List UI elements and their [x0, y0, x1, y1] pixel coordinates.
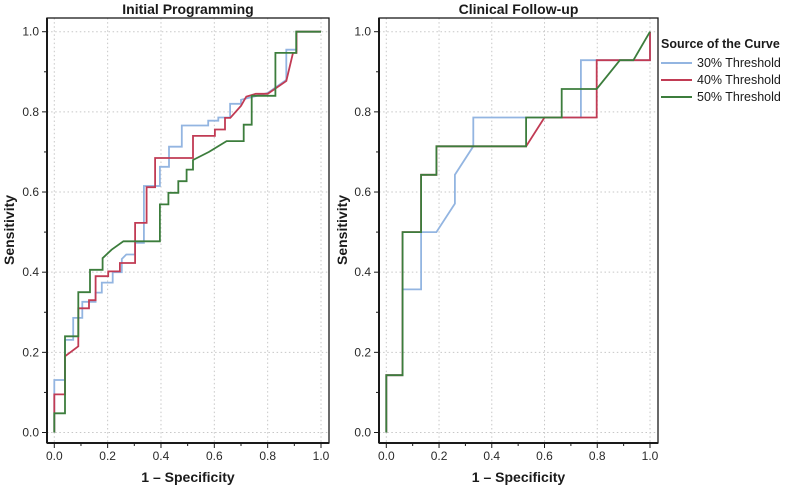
axis-ticks — [42, 31, 322, 448]
x-axis-label-left-plot: 1 – Specificity — [141, 469, 235, 485]
roc-plot-0: 0.0 0.0 0.2 0.2 0.4 0.4 0.6 0.6 0.8 0.8 1.0 1.0 — [22, 17, 330, 463]
x-tick-label: 0.8 — [589, 449, 606, 463]
x-tick-label: 0.8 — [259, 449, 276, 463]
plot-title-clinical-follow-up: Clinical Follow-up — [458, 1, 579, 17]
x-tick-label: 0.2 — [99, 449, 116, 463]
y-tick-label: 0.8 — [354, 105, 371, 119]
legend-item-40-threshold: 40% Threshold — [661, 73, 786, 87]
legend-item-label: 50% Threshold — [697, 90, 781, 104]
x-tick-label: 1.0 — [313, 449, 330, 463]
roc-curve-30-threshold — [53, 30, 321, 433]
x-tick-label: 0.2 — [431, 449, 448, 463]
axis-ticks — [374, 31, 651, 448]
x-tick-label: 0.0 — [46, 449, 63, 463]
legend-item-50-threshold: 50% Threshold — [661, 90, 786, 104]
y-tick-label: 0.6 — [22, 185, 39, 199]
y-axis-label-right-plot: Sensitivity — [334, 194, 350, 266]
y-tick-label: 0.4 — [354, 265, 371, 279]
gridlines — [47, 18, 329, 443]
x-tick-label: 0.4 — [153, 449, 170, 463]
y-tick-label: 0.0 — [354, 426, 371, 440]
legend-item-30-threshold: 30% Threshold — [661, 56, 786, 70]
legend-line-swatch-green — [661, 96, 692, 98]
y-axis-label-left-plot: Sensitivity — [1, 194, 17, 266]
legend-item-label: 30% Threshold — [697, 56, 781, 70]
legend-item-label: 40% Threshold — [697, 73, 781, 87]
y-tick-label: 0.2 — [354, 345, 371, 359]
y-tick-label: 1.0 — [354, 25, 371, 39]
y-tick-label: 0.0 — [22, 426, 39, 440]
tick-labels: 0.0 0.0 0.2 0.2 0.4 0.4 0.6 0.6 0.8 0.8 1.0 1.0 — [22, 25, 329, 463]
x-tick-label: 0.0 — [378, 449, 395, 463]
y-tick-label: 0.4 — [22, 265, 39, 279]
plot-title-initial-programming: Initial Programming — [122, 1, 254, 17]
roc-curve-30-threshold — [385, 31, 651, 433]
x-tick-label: 0.6 — [206, 449, 223, 463]
x-axis-label-right-plot: 1 – Specificity — [471, 469, 566, 485]
y-tick-label: 0.6 — [354, 185, 371, 199]
x-tick-label: 0.4 — [483, 449, 500, 463]
tick-labels: 0.0 0.0 0.2 0.2 0.4 0.4 0.6 0.6 0.8 0.8 1.0 1.0 — [354, 25, 658, 463]
y-tick-label: 0.8 — [22, 105, 39, 119]
legend-title: Source of the Curve — [661, 37, 780, 51]
legend: Source of the Curve 30% Threshold 40% Th… — [661, 37, 786, 104]
roc-curve-50-threshold — [385, 31, 651, 433]
x-tick-label: 1.0 — [642, 449, 659, 463]
roc-plot-1: 0.0 0.0 0.2 0.2 0.4 0.4 0.6 0.6 0.8 0.8 1.0 1.0 — [354, 17, 659, 463]
roc-curve-50-threshold — [53, 30, 321, 433]
legend-line-swatch-blue — [661, 62, 692, 64]
y-tick-label: 1.0 — [22, 25, 39, 39]
legend-line-swatch-red — [661, 79, 692, 81]
roc-curve-40-threshold — [53, 30, 321, 433]
y-tick-label: 0.2 — [22, 345, 39, 359]
x-tick-label: 0.6 — [536, 449, 553, 463]
